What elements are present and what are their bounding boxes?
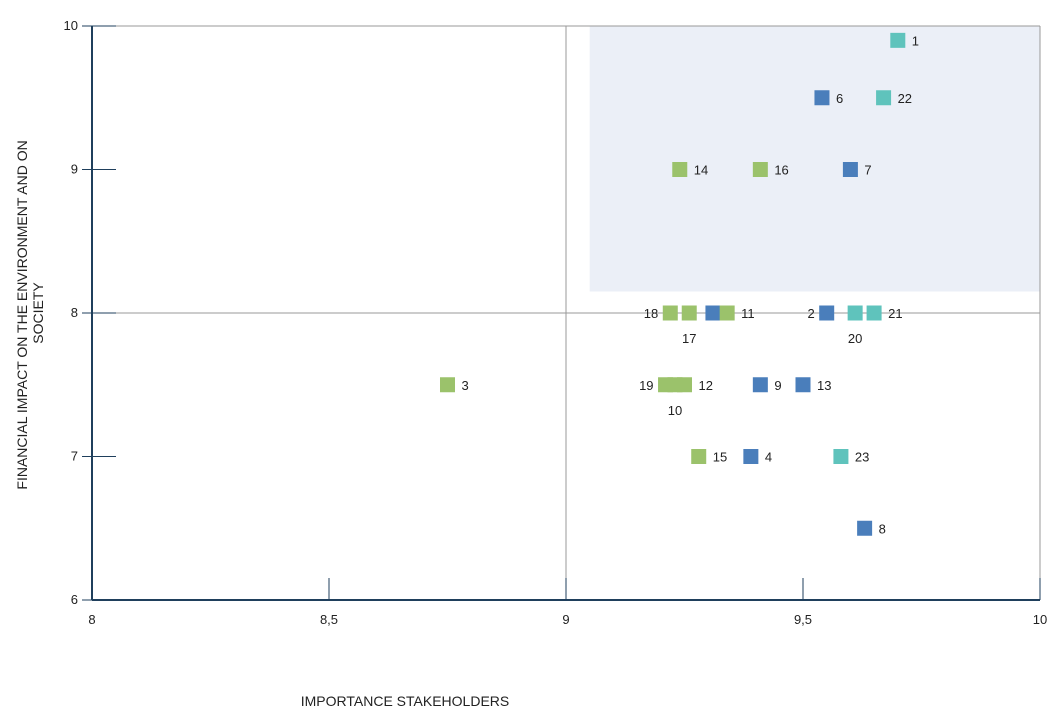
data-point-label: 11 [741,306,755,321]
data-point-label: 17 [682,331,696,346]
data-point [752,162,768,177]
y-axis-title-line-2: SOCIETY [30,282,46,344]
data-point [672,162,688,177]
data-point-label: 23 [855,450,869,465]
x-tick-label: 9 [562,612,569,627]
data-point [847,305,863,321]
data-point [440,377,455,393]
data-point [752,377,768,393]
data-point [662,305,678,321]
y-tick-label: 7 [71,449,78,464]
data-point-label: 18 [644,306,658,321]
data-point-label: 9 [774,378,781,393]
highlight-region-layer [589,26,1040,292]
data-point [876,90,892,106]
data-point [842,162,858,177]
data-point [833,449,849,464]
data-point [890,32,906,48]
data-point-label: 22 [898,91,912,106]
data-point-label: 3 [462,378,469,393]
y-axis-title: FINANCIAL IMPACT ON THE ENVIRONMENT AND … [14,136,46,489]
y-tick-label: 6 [71,592,78,607]
quadrant-divider-layer [92,25,1041,600]
y-tick-label: 8 [71,305,78,320]
data-point-label: 1 [912,33,919,48]
data-point-label: 7 [864,163,871,178]
data-point-label: 8 [879,521,886,536]
data-point-label: 16 [774,163,788,178]
data-point-label: 21 [888,306,902,321]
y-tick-label: 9 [71,162,78,177]
data-point-label: 2 [807,306,814,321]
data-points-layer [440,32,906,536]
data-point-label: 14 [694,163,708,178]
data-point [866,305,882,321]
x-tick-label: 8,5 [320,612,338,627]
y-tick-label: 10 [64,18,78,33]
data-point-label: 13 [817,378,831,393]
axes-layer: 8 8,5 9 9,5 10 6 7 8 9 10 [64,18,1048,627]
data-point-label: 15 [713,450,727,465]
highlight-region [589,26,1040,292]
data-point [677,377,692,393]
data-point-label: 6 [836,91,843,106]
data-point [691,449,707,464]
data-point [795,377,811,393]
data-point [814,90,830,106]
data-point-label: 20 [848,331,862,346]
x-tick-label: 9,5 [794,612,812,627]
data-point [681,305,697,321]
data-point [743,449,759,464]
x-tick-label: 10 [1033,612,1047,627]
y-axis-title-line-1: FINANCIAL IMPACT ON THE ENVIRONMENT AND … [14,140,30,489]
data-point-label: 10 [668,403,682,418]
x-tick-label: 8 [88,612,95,627]
data-point [819,305,835,321]
data-point-label: 19 [639,378,653,393]
data-point-label: 12 [699,378,713,393]
data-point [857,520,873,536]
data-point [719,305,735,321]
data-point-label: 4 [765,450,772,465]
data-point [705,305,721,321]
x-axis-title: IMPORTANCE STAKEHOLDERS [301,693,509,709]
